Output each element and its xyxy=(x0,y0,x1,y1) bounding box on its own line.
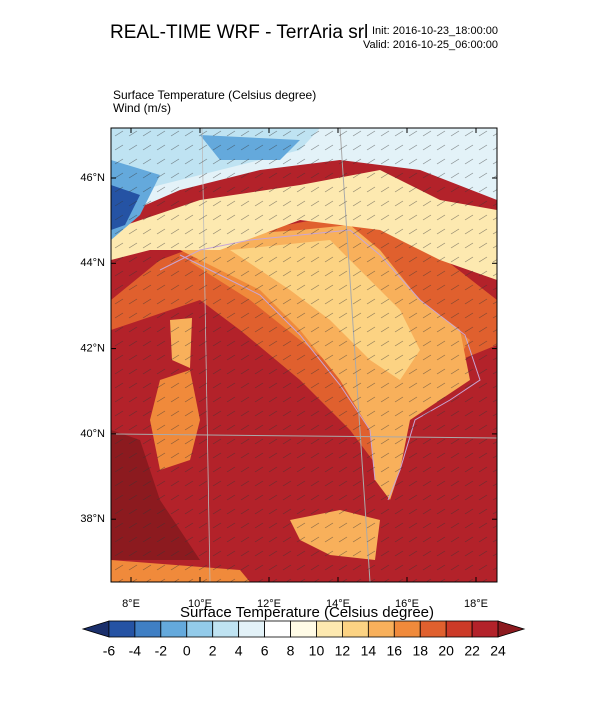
colorbar-label: 20 xyxy=(438,643,454,659)
colorbar-label: 12 xyxy=(335,643,351,659)
lon-label: 10°E xyxy=(188,598,212,610)
lat-label: 46°N xyxy=(80,172,105,184)
colorbar-label: 18 xyxy=(412,643,428,659)
colorbar-swatch xyxy=(108,620,136,638)
colorbar-swatch xyxy=(212,620,240,638)
colorbar-swatch xyxy=(471,620,499,638)
lon-label: 18°E xyxy=(464,598,488,610)
lon-label: 14°E xyxy=(326,598,350,610)
colorbar-swatch xyxy=(134,620,162,638)
colorbar-swatch xyxy=(316,620,343,638)
colorbar-label: 16 xyxy=(387,643,403,659)
lat-label: 38°N xyxy=(80,513,105,525)
colorbar-label: 6 xyxy=(261,643,269,659)
colorbar-label: 14 xyxy=(361,643,377,659)
colorbar-label: -6 xyxy=(103,643,116,659)
colorbar-label: 0 xyxy=(183,643,191,659)
lon-label: 12°E xyxy=(257,598,281,610)
map-ticks: 46°N 44°N 42°N 40°N 38°N 8°E 10°E 12°E 14°E 16°E 1… xyxy=(80,128,497,610)
colorbar-swatch xyxy=(393,620,421,638)
colorbar: -6 -4 -2 0 2 4 6 8 10 12 14 16 18 20 22 24 xyxy=(81,620,526,659)
colorbar-swatch xyxy=(445,620,473,638)
colorbar-swatch xyxy=(342,620,369,638)
lon-label: 16°E xyxy=(395,598,419,610)
colorbar-label: 2 xyxy=(209,643,217,659)
colorbar-label: -4 xyxy=(129,643,142,659)
subtitle: Wind (m/s) xyxy=(113,101,171,115)
colorbar-label: 4 xyxy=(235,643,243,659)
subtitle: Surface Temperature (Celsius degree) xyxy=(113,88,316,102)
colorbar-swatch xyxy=(160,620,188,638)
colorbar-label: 24 xyxy=(490,643,506,659)
lon-label: 8°E xyxy=(122,598,140,610)
colorbar-swatch xyxy=(419,620,447,638)
lat-label: 44°N xyxy=(80,257,105,269)
colorbar-swatch xyxy=(81,620,110,638)
valid-time: Valid: 2016-10-25_06:00:00 xyxy=(363,39,498,51)
lat-label: 40°N xyxy=(80,428,105,440)
colorbar-label: 8 xyxy=(287,643,295,659)
colorbar-label: 10 xyxy=(309,643,325,659)
init-time: Init: 2016-10-23_18:00:00 xyxy=(372,25,498,37)
colorbar-swatch xyxy=(238,620,265,638)
colorbar-swatch xyxy=(367,620,395,638)
colorbar-label: 22 xyxy=(464,643,480,659)
colorbar-title: Surface Temperature (Celsius degree) xyxy=(180,604,434,621)
title: REAL-TIME WRF - TerrAria srl xyxy=(110,22,368,43)
colorbar-swatch xyxy=(290,620,317,638)
colorbar-swatch xyxy=(264,620,291,638)
colorbar-swatch xyxy=(186,620,214,638)
temperature-map xyxy=(111,128,497,582)
colorbar-label: -2 xyxy=(155,643,168,659)
lat-label: 42°N xyxy=(80,343,105,355)
map-frame xyxy=(110,127,498,583)
colorbar-swatch xyxy=(497,620,526,638)
